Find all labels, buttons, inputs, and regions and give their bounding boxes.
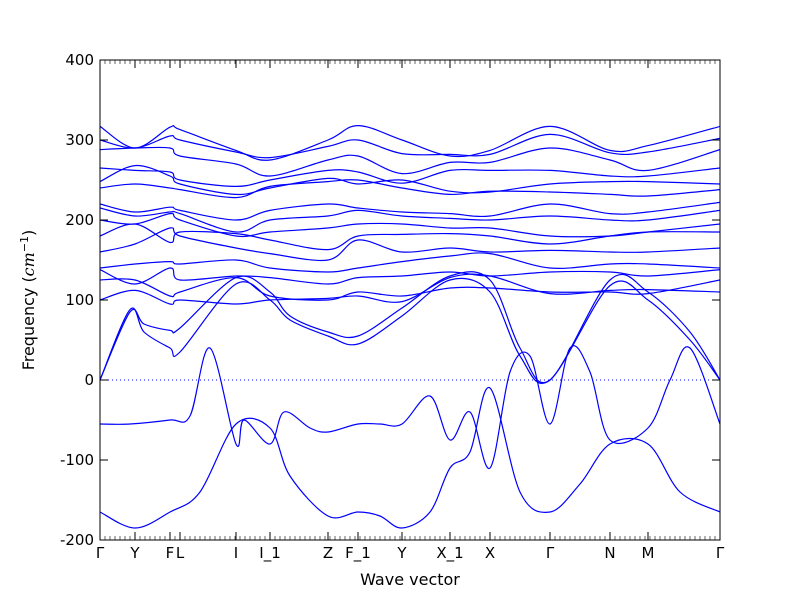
band-line-14 xyxy=(100,276,720,301)
y-tick-label: -100 xyxy=(60,451,94,469)
x-tick-label: Γ xyxy=(716,544,725,562)
band-line-18 xyxy=(100,345,720,469)
x-tick-label: Y xyxy=(396,544,407,562)
y-axis-label-prefix: Frequency ( xyxy=(19,276,38,370)
y-axis-label-exponent: −1 xyxy=(18,236,31,252)
band-line-19 xyxy=(100,387,720,529)
band-line-13 xyxy=(100,267,720,285)
x-tick-label: L xyxy=(176,544,185,562)
x-axis-ticks: Γ Y F L I I_1 Z F_1 Y X_1 X Γ N M Γ xyxy=(96,60,725,563)
x-tick-label: F xyxy=(166,544,175,562)
band-line-8 xyxy=(100,207,720,233)
band-line-11 xyxy=(100,227,720,262)
y-axis-label-suffix: ) xyxy=(19,230,38,236)
y-axis-label-unit: cm xyxy=(19,252,38,276)
x-tick-label: I xyxy=(234,544,238,562)
band-line-17 xyxy=(100,277,720,384)
x-axis-label: Wave vector xyxy=(360,570,460,589)
band-line-12 xyxy=(100,252,720,273)
x-tick-label: Γ xyxy=(546,544,555,562)
y-axis-ticks: -200 -100 0 100 200 300 400 xyxy=(60,51,720,549)
x-tick-label: X xyxy=(485,544,495,562)
band-line-10 xyxy=(100,223,720,251)
y-tick-label: -200 xyxy=(60,531,94,549)
x-tick-label: N xyxy=(604,544,615,562)
x-tick-label: Γ xyxy=(96,544,105,562)
y-tick-label: 100 xyxy=(65,291,94,309)
band-line-3 xyxy=(100,146,720,177)
y-tick-label: 0 xyxy=(84,371,94,389)
x-tick-label: X_1 xyxy=(436,544,463,563)
x-minor-ticks xyxy=(99,60,721,540)
band-line-5 xyxy=(100,164,720,196)
x-tick-label: Z xyxy=(323,544,333,562)
band-line-9 xyxy=(100,212,720,238)
band-lines xyxy=(100,124,720,529)
band-line-1 xyxy=(100,124,720,161)
band-line-6 xyxy=(100,179,720,199)
y-tick-label: 200 xyxy=(65,211,94,229)
x-tick-label: Y xyxy=(129,544,140,562)
band-line-16 xyxy=(100,271,720,384)
y-tick-label: 300 xyxy=(65,131,94,149)
x-tick-label: F_1 xyxy=(345,544,371,563)
y-axis-label: Frequency (cm−1) xyxy=(18,230,38,371)
band-line-2 xyxy=(100,133,720,159)
band-line-4 xyxy=(100,167,720,188)
band-line-7 xyxy=(100,201,720,221)
y-tick-label: 400 xyxy=(65,51,94,69)
x-tick-label: M xyxy=(642,544,655,562)
band-line-15 xyxy=(100,273,720,305)
x-tick-label: I_1 xyxy=(259,544,280,563)
